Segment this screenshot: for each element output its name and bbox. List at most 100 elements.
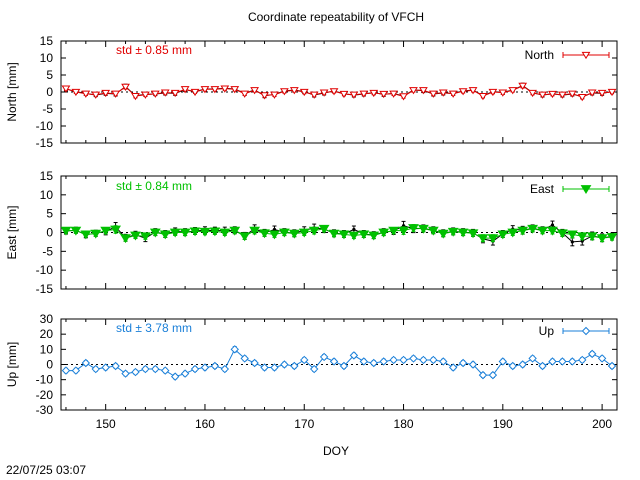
up-point (161, 366, 170, 375)
north-legend-label: North (525, 48, 554, 62)
north-point (160, 89, 170, 97)
east-point (70, 226, 82, 236)
east-point (517, 226, 529, 236)
north-point (260, 92, 269, 100)
up-series (61, 345, 617, 381)
x-tick-label: 200 (592, 417, 612, 431)
up-point (538, 361, 547, 371)
east-y-tick-label: 0 (46, 226, 53, 240)
up-point (260, 363, 269, 372)
up-y-axis-label: Up [mm] (5, 342, 19, 387)
up-point (170, 372, 180, 381)
up-point (429, 355, 438, 365)
east-point (338, 230, 350, 240)
east-point (418, 224, 429, 234)
panels: 15 10 5 0 -5 -10 -15 North [mm] std ± 0.85 mm Nor… (5, 34, 618, 431)
up-point (141, 364, 150, 374)
north-point (141, 91, 150, 99)
east-point (219, 228, 231, 238)
up-y-tick-label: 20 (40, 327, 54, 341)
north-point (577, 93, 587, 102)
up-point (121, 369, 130, 378)
up-point (200, 363, 210, 372)
east-point (477, 234, 489, 244)
up-point (518, 360, 527, 369)
east-y-axis: 15 10 5 0 -5 -10 -15 (36, 169, 617, 296)
north-point (359, 90, 369, 98)
north-point (399, 93, 408, 101)
up-legend-label: Up (539, 324, 555, 338)
east-point (368, 231, 380, 241)
north-legend: North (525, 48, 610, 62)
east-std-label: std ± 0.84 mm (116, 179, 192, 193)
north-point (309, 91, 319, 99)
east-point (586, 232, 598, 242)
north-point (518, 82, 528, 90)
up-point (339, 361, 349, 371)
up-point (409, 354, 418, 363)
east-point (199, 227, 211, 237)
east-y-tick-label: -15 (36, 282, 54, 296)
up-point (369, 358, 378, 368)
east-point (507, 228, 519, 238)
east-reference-point (272, 227, 277, 232)
up-std-label: std ± 3.78 mm (116, 321, 192, 335)
up-point (190, 364, 200, 374)
up-point (578, 355, 587, 365)
up-point (458, 358, 468, 368)
up-point (71, 366, 81, 375)
east-legend: East (530, 182, 610, 196)
east-y-tick-label: 10 (40, 188, 54, 202)
up-series-line (65, 348, 613, 378)
x-tick-label: 180 (394, 417, 414, 431)
east-point (378, 228, 390, 238)
north-point (508, 87, 518, 95)
east-point (487, 234, 499, 244)
east-point (576, 232, 588, 242)
up-point (111, 361, 120, 371)
east-point (566, 230, 578, 240)
north-point (558, 91, 567, 99)
north-point (528, 89, 537, 98)
east-point (130, 231, 141, 241)
up-point (240, 354, 249, 363)
north-point (587, 89, 597, 97)
north-point (250, 87, 259, 95)
north-legend-marker (581, 51, 591, 60)
east-reference-point (570, 240, 574, 244)
north-point (299, 88, 309, 97)
north-y-tick-label: 5 (46, 68, 53, 82)
up-point (379, 357, 388, 366)
east-point (328, 229, 340, 239)
east-point (229, 226, 241, 236)
up-legend: Up (539, 324, 610, 338)
up-y-tick-label: 0 (46, 358, 53, 372)
up-plot-area (61, 345, 617, 381)
east-point (159, 230, 171, 240)
north-panel: 15 10 5 0 -5 -10 -15 North [mm] std ± 0.85 mm Nor… (5, 34, 618, 150)
east-point (149, 228, 161, 238)
up-point (210, 361, 220, 371)
north-point (270, 91, 279, 99)
up-point (220, 364, 230, 374)
north-point (597, 89, 607, 98)
north-point (121, 83, 130, 92)
east-point (100, 226, 112, 236)
timestamp: 22/07/25 03:07 (6, 463, 86, 477)
x-tick-label: 190 (493, 417, 513, 431)
up-point (508, 361, 517, 371)
north-point (131, 92, 140, 101)
up-point (131, 367, 140, 377)
north-point (468, 87, 478, 95)
up-point (230, 345, 239, 354)
up-x-axis: 150 160 170 180 190 200 (65, 319, 612, 431)
up-point (359, 357, 369, 366)
up-point (468, 360, 478, 369)
up-y-tick-label: 10 (40, 342, 54, 356)
east-point (527, 224, 538, 234)
north-plot-area (61, 82, 617, 102)
east-legend-label: East (530, 182, 555, 196)
north-x-axis (65, 41, 603, 143)
north-y-tick-label: 15 (40, 34, 54, 48)
east-point (408, 224, 419, 233)
